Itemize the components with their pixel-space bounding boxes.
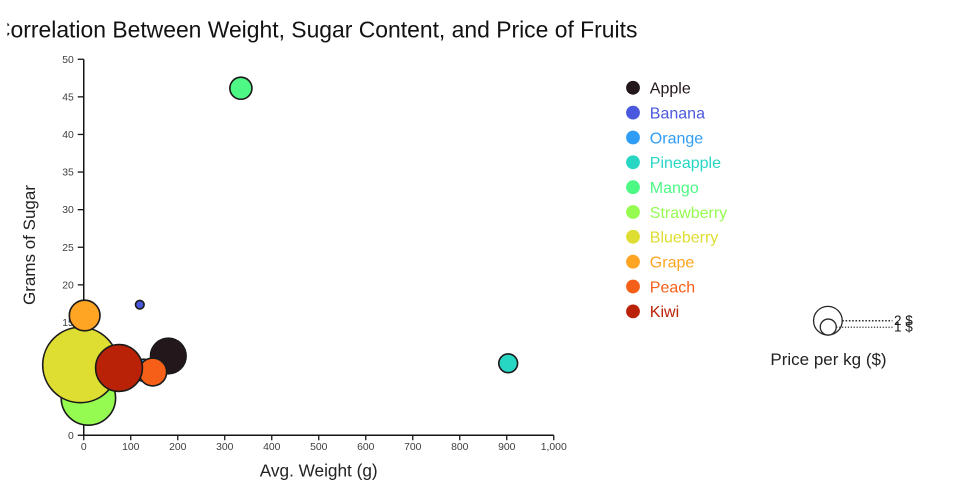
svg-text:100: 100 [122,442,140,453]
svg-text:0: 0 [68,431,74,442]
svg-text:Orange: Orange [650,130,703,147]
svg-text:600: 600 [357,442,375,453]
svg-text:50: 50 [62,55,74,66]
svg-text:20: 20 [62,281,74,292]
svg-text:45: 45 [62,92,74,103]
svg-text:Pineapple: Pineapple [650,155,721,172]
svg-text:Avg. Weight (g): Avg. Weight (g) [260,460,378,480]
svg-text:700: 700 [404,442,422,453]
svg-text:300: 300 [216,442,234,453]
svg-text:2 $: 2 $ [894,313,913,328]
svg-text:Grams of Sugar: Grams of Sugar [20,185,39,305]
svg-text:Banana: Banana [650,105,705,122]
svg-text:500: 500 [310,442,328,453]
svg-text:Grape: Grape [650,255,695,272]
svg-text:Blueberry: Blueberry [650,230,718,247]
svg-text:Strawberry: Strawberry [650,205,727,222]
svg-text:40: 40 [62,130,74,141]
svg-text:15: 15 [62,318,74,329]
svg-text:1,000: 1,000 [541,442,567,453]
svg-text:Apple: Apple [650,81,691,98]
svg-text:900: 900 [498,442,516,453]
svg-text:Mango: Mango [650,180,699,197]
svg-text:25: 25 [62,243,74,254]
svg-text:Peach: Peach [650,279,695,296]
svg-text:30: 30 [62,205,74,216]
svg-text:800: 800 [451,442,469,453]
svg-text:Kiwi: Kiwi [650,304,679,321]
svg-text:Correlation Between Weight, Su: Correlation Between Weight, Sugar Conten… [0,16,637,42]
svg-text:400: 400 [263,442,281,453]
svg-text:1 $: 1 $ [894,320,913,335]
svg-text:0: 0 [81,442,87,453]
svg-text:35: 35 [62,168,74,179]
svg-text:Price per kg ($): Price per kg ($) [770,350,886,369]
svg-text:200: 200 [169,442,187,453]
